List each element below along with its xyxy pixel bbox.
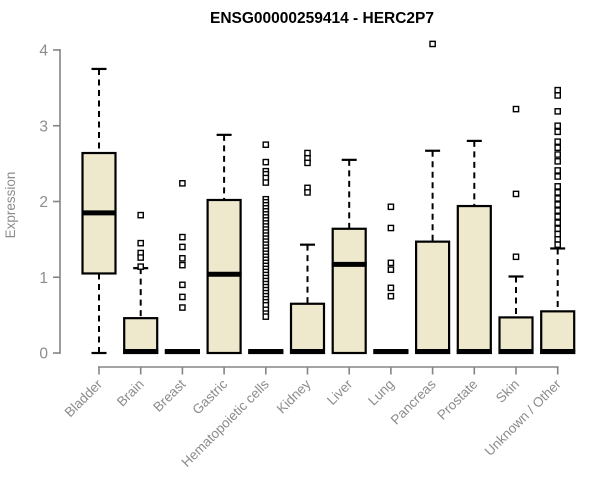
outlier-point [137, 263, 145, 270]
y-axis: 0 1 2 3 4 [39, 43, 61, 363]
outlier-point [387, 284, 395, 292]
box-prostate [456, 139, 492, 355]
box-rect [415, 240, 451, 355]
box-skin [498, 105, 534, 355]
box-breast [164, 180, 200, 355]
outlier-point [554, 189, 561, 196]
outlier-point [512, 190, 520, 198]
outlier-point [179, 281, 186, 289]
outlier-point [554, 173, 561, 180]
outlier-point [554, 207, 561, 214]
outlier-point [179, 255, 186, 262]
outlier-point [554, 108, 561, 115]
outlier-point [387, 266, 395, 273]
outlier-point [554, 138, 561, 145]
box-rect [331, 227, 367, 355]
outlier-point [554, 225, 561, 233]
outlier-point [304, 149, 311, 157]
box-kidney [289, 149, 326, 355]
outlier-point [137, 239, 145, 247]
box-rect [123, 317, 159, 355]
outlier-point [554, 128, 561, 136]
outlier-point [387, 292, 395, 300]
outlier-point [179, 233, 186, 241]
x-tick-label: Liver [324, 376, 356, 408]
y-axis-title: Expression [3, 172, 18, 239]
box-unknown-other [540, 86, 576, 355]
box-liver [331, 158, 367, 355]
x-tick-label: Prostate [434, 377, 480, 423]
outlier-point [262, 313, 270, 320]
outlier-point [179, 261, 186, 269]
y-tick-label: 1 [39, 270, 48, 287]
outlier-point [387, 203, 395, 211]
outlier-point [179, 243, 186, 251]
y-tick-label: 2 [39, 194, 48, 211]
outlier-point [554, 195, 561, 202]
box-rect [456, 204, 492, 355]
x-tick-label: Unknown / Other [482, 376, 565, 459]
outlier-point [512, 105, 520, 113]
boxplot-canvas: 0 1 2 3 4 Bladder Brain Breast GastricHematopoie… [39, 40, 576, 470]
x-tick-label: Lung [365, 377, 397, 409]
box-brain [123, 211, 159, 355]
box-rect [289, 302, 326, 355]
box-bladder [81, 67, 117, 355]
outlier-point [554, 241, 561, 248]
box-lung [373, 203, 409, 355]
outlier-point [262, 158, 270, 166]
outlier-point [387, 224, 395, 232]
outlier-point [137, 254, 145, 261]
box-pancreas [415, 40, 451, 355]
outlier-point [262, 141, 270, 148]
outlier-point [304, 159, 311, 167]
x-tick-label: Gastric [189, 376, 230, 417]
x-tick-label: Breast [150, 376, 188, 414]
outlier-point [554, 167, 561, 174]
outlier-point [554, 230, 561, 238]
outlier-point [554, 219, 561, 227]
box-rect [540, 310, 576, 355]
outlier-point [554, 236, 561, 243]
outlier-point [179, 180, 186, 187]
x-tick-label: Pancreas [388, 376, 439, 427]
box-hematopoietic-cells [248, 141, 284, 355]
outlier-point [304, 189, 311, 196]
outlier-point [554, 201, 561, 208]
outlier-point [512, 253, 520, 261]
outlier-point [554, 122, 561, 130]
chart-title: ENSG00000259414 - HERC2P7 [210, 10, 434, 27]
outlier-point [137, 211, 145, 219]
outlier-point [554, 183, 561, 190]
y-tick-label: 4 [39, 43, 48, 60]
outlier-point [387, 259, 395, 267]
box-gastric [206, 133, 242, 355]
outlier-point [179, 304, 186, 311]
x-tick-label: Kidney [274, 376, 314, 416]
outlier-point [554, 144, 561, 152]
outlier-point [554, 86, 561, 94]
outlier-point [554, 213, 561, 220]
outlier-point [429, 40, 436, 48]
y-tick-label: 3 [39, 118, 48, 135]
box-rect [498, 316, 534, 355]
y-tick-label: 0 [39, 346, 48, 363]
x-tick-label: Brain [114, 377, 147, 410]
outlier-point [554, 92, 561, 99]
x-tick-label: Bladder [62, 376, 106, 420]
outlier-point [554, 158, 561, 165]
outlier-point [554, 151, 561, 158]
outlier-point [262, 179, 270, 186]
outlier-point [179, 293, 186, 301]
x-tick-label: Skin [493, 377, 522, 406]
